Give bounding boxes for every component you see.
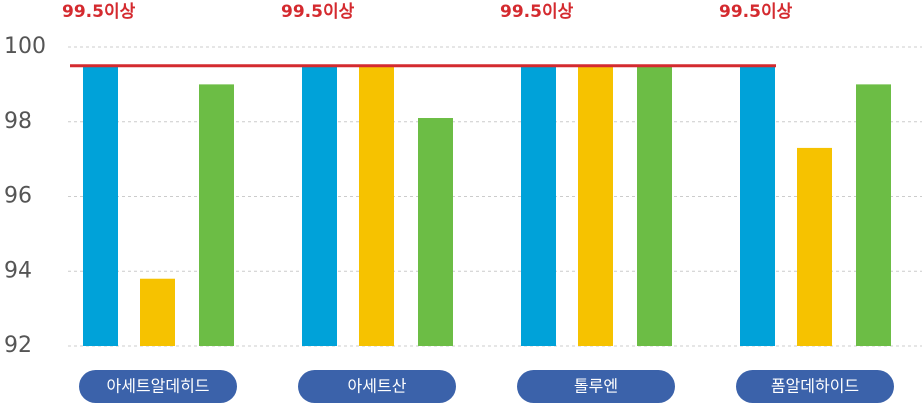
threshold-label: 99.5이상: [719, 2, 793, 22]
bar: [856, 84, 891, 346]
threshold-label: 99.5이상: [500, 2, 574, 22]
x-tick-label: 아세트산: [348, 377, 407, 396]
y-tick-label: 94: [4, 258, 32, 283]
bar: [740, 65, 775, 346]
bar: [578, 65, 613, 346]
bar: [637, 65, 672, 346]
y-tick-label: 100: [4, 34, 46, 59]
category-pill: [298, 370, 456, 403]
threshold-label: 99.5이상: [281, 2, 355, 22]
bar: [140, 278, 175, 346]
y-tick-label: 98: [4, 109, 32, 134]
bar: [83, 65, 118, 346]
category-pill: [736, 370, 894, 403]
category-pill: [517, 370, 675, 403]
threshold-label: 99.5이상: [62, 2, 136, 22]
x-tick-label: 아세트알데히드: [106, 377, 209, 396]
x-tick-label: 톨루엔: [574, 377, 618, 396]
y-tick-label: 92: [4, 333, 32, 358]
x-tick-label: 폼알데하이드: [771, 377, 859, 396]
bar: [359, 65, 394, 346]
category-pill: [79, 370, 237, 403]
bar: [302, 65, 337, 346]
bar: [797, 147, 832, 346]
bar: [418, 118, 453, 346]
y-tick-label: 96: [4, 184, 32, 209]
bar: [199, 84, 234, 346]
bar: [521, 65, 556, 346]
